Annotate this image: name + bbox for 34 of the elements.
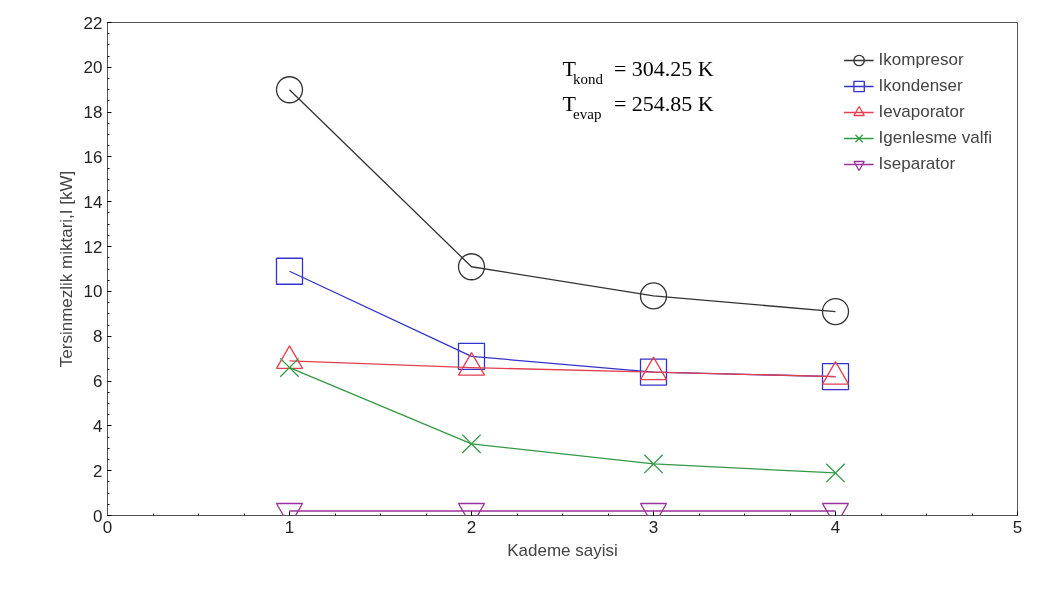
point [821,297,850,326]
y-tick-label: 18 [83,103,103,123]
y-tick-label: 22 [83,13,103,33]
x-tick-label: 3 [648,517,659,537]
y-tick-label: 12 [83,237,103,257]
legend-label: Ikondenser [878,76,963,96]
point [821,362,850,391]
point [639,282,668,310]
point [457,253,486,281]
point [639,358,668,386]
point [461,433,482,454]
y-tick-label: 4 [93,416,103,436]
x-tick-label: 2 [466,517,477,537]
y-tick-label: 2 [93,461,103,481]
y-axis-title: Tersinmezlik miktari,I [kW] [56,170,76,368]
x-tick-label: 4 [830,517,841,537]
y-tick-label: 20 [83,58,103,78]
legend-label: Igenlesme valfi [878,128,992,148]
point [275,76,304,104]
point [457,342,486,371]
y-tick-label: 16 [83,147,103,167]
legend-label: Iseparator [878,154,956,174]
y-tick-label: 6 [93,372,103,392]
y-tick-label: 10 [83,282,103,302]
x-tick-label: 5 [1012,517,1023,537]
point [643,454,664,474]
legend-label: Ievaporator [878,102,965,122]
point [825,463,846,483]
x-tick-label: 1 [284,517,295,537]
y-tick-label: 8 [93,327,103,347]
y-tick-label: 14 [83,192,103,212]
x-axis-title: Kademe sayisi [507,540,618,560]
point [275,257,304,285]
legend-label: Ikompresor [878,50,964,70]
